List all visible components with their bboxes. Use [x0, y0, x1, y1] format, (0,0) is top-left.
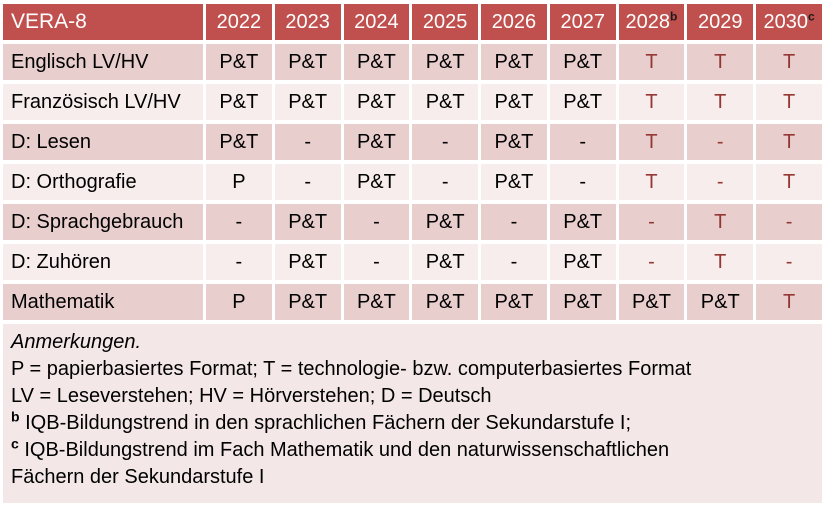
table-cell: P&T — [549, 244, 616, 280]
table-cell: - — [412, 124, 479, 160]
table-cell: - — [481, 244, 547, 280]
table-cell: T — [687, 204, 754, 240]
year-header-2025: 2025 — [412, 4, 479, 40]
table-cell: P&T — [343, 44, 410, 80]
table-cell: P&T — [412, 244, 479, 280]
row-label: D: Orthografie — [3, 164, 203, 200]
year-header-2028: 2028b — [618, 4, 685, 40]
year-header-2030: 2030c — [756, 4, 822, 40]
table-cell: P&T — [274, 84, 341, 120]
table-cell: P&T — [412, 44, 479, 80]
table-row: D: Sprachgebrauch - P&T - P&T - P&T - T - — [3, 204, 822, 240]
table-cell: P&T — [549, 204, 616, 240]
table-cell: P&T — [481, 84, 547, 120]
footnote-marker-c: c — [11, 435, 19, 452]
table-cell: T — [687, 84, 754, 120]
table-cell: P&T — [481, 124, 547, 160]
table-cell: - — [274, 164, 341, 200]
table-cell: - — [549, 164, 616, 200]
table-cell: P&T — [412, 84, 479, 120]
table-cell: - — [618, 204, 685, 240]
table-cell: - — [343, 204, 410, 240]
table-cell: T — [756, 124, 822, 160]
table-cell: - — [206, 204, 272, 240]
table-cell: T — [756, 164, 822, 200]
row-label: Französisch LV/HV — [3, 84, 203, 120]
table-cell: T — [618, 44, 685, 80]
year-header-2029: 2029 — [687, 4, 754, 40]
table-cell: P&T — [274, 204, 341, 240]
table-row: Mathematik P P&T P&T P&T P&T P&T P&T P&T T — [3, 284, 822, 320]
table-cell: P&T — [412, 284, 479, 320]
table-cell: P&T — [274, 44, 341, 80]
table-row: D: Zuhören - P&T - P&T - P&T - T - — [3, 244, 822, 280]
table-cell: P&T — [549, 44, 616, 80]
table-cell: T — [756, 44, 822, 80]
table-cell: T — [756, 84, 822, 120]
footnote-marker-b: b — [11, 408, 20, 425]
table-row: Französisch LV/HV P&T P&T P&T P&T P&T P&T T T T — [3, 84, 822, 120]
vera8-table: VERA-8 2022 2023 2024 2025 2026 2027 2028b 2029 2… — [3, 4, 822, 320]
table-cell: P&T — [206, 84, 272, 120]
table-cell: P&T — [343, 124, 410, 160]
table-row: D: Lesen P&T - P&T - P&T - T - T — [3, 124, 822, 160]
table-cell: T — [756, 284, 822, 320]
table-header-row: VERA-8 2022 2023 2024 2025 2026 2027 2028b 2029 2… — [3, 4, 822, 40]
table-cell: P&T — [274, 244, 341, 280]
table-cell: P&T — [274, 284, 341, 320]
table-cell: P — [206, 284, 272, 320]
table-cell: - — [206, 244, 272, 280]
table-cell: P&T — [481, 44, 547, 80]
year-header-2026: 2026 — [481, 4, 547, 40]
year-header-2022: 2022 — [206, 4, 272, 40]
row-label: D: Lesen — [3, 124, 203, 160]
table-cell: T — [687, 244, 754, 280]
note-line: P = papierbasiertes Format; T = technolo… — [11, 358, 692, 380]
table-cell: - — [549, 124, 616, 160]
note-line: b IQB-Bildungstrend in den sprachlichen … — [11, 408, 632, 434]
table-cell: - — [412, 164, 479, 200]
table-cell: P&T — [206, 44, 272, 80]
table-cell: - — [756, 244, 822, 280]
year-header-2024: 2024 — [343, 4, 410, 40]
table-cell: P&T — [343, 84, 410, 120]
year-header-2023: 2023 — [274, 4, 341, 40]
table-cell: T — [618, 124, 685, 160]
table-cell: P&T — [481, 284, 547, 320]
table-cell: T — [687, 44, 754, 80]
notes-section: Anmerkungen. P = papierbasiertes Format; … — [3, 324, 822, 503]
row-label: Mathematik — [3, 284, 203, 320]
table-cell: P&T — [206, 124, 272, 160]
table-cell: P — [206, 164, 272, 200]
table-cell: P&T — [549, 284, 616, 320]
table-cell: - — [687, 164, 754, 200]
footnote-marker-c: c — [807, 8, 815, 23]
footnote-marker-b: b — [670, 8, 678, 23]
table-cell: P&T — [343, 164, 410, 200]
note-line: LV = Leseverstehen; HV = Hörverstehen; D… — [11, 385, 492, 407]
table-cell: - — [618, 244, 685, 280]
row-label: Englisch LV/HV — [3, 44, 203, 80]
table-cell: P&T — [412, 204, 479, 240]
table-cell: P&T — [618, 284, 685, 320]
table-cell: - — [274, 124, 341, 160]
notes-heading: Anmerkungen. — [11, 331, 142, 353]
table-cell: P&T — [549, 84, 616, 120]
table-cell: - — [481, 204, 547, 240]
table-row: Englisch LV/HV P&T P&T P&T P&T P&T P&T T T T — [3, 44, 822, 80]
note-line: c IQB-Bildungstrend im Fach Mathematik u… — [11, 435, 670, 488]
row-label: D: Sprachgebrauch — [3, 204, 203, 240]
year-header-2027: 2027 — [549, 4, 616, 40]
table-row: D: Orthografie P - P&T - P&T - T - T — [3, 164, 822, 200]
row-label: D: Zuhören — [3, 244, 203, 280]
table-cell: P&T — [481, 164, 547, 200]
table-cell: - — [343, 244, 410, 280]
table-cell: T — [618, 84, 685, 120]
table-title: VERA-8 — [3, 4, 203, 40]
table-cell: - — [756, 204, 822, 240]
table-cell: - — [687, 124, 754, 160]
table-cell: P&T — [343, 284, 410, 320]
table-cell: P&T — [687, 284, 754, 320]
table-cell: T — [618, 164, 685, 200]
